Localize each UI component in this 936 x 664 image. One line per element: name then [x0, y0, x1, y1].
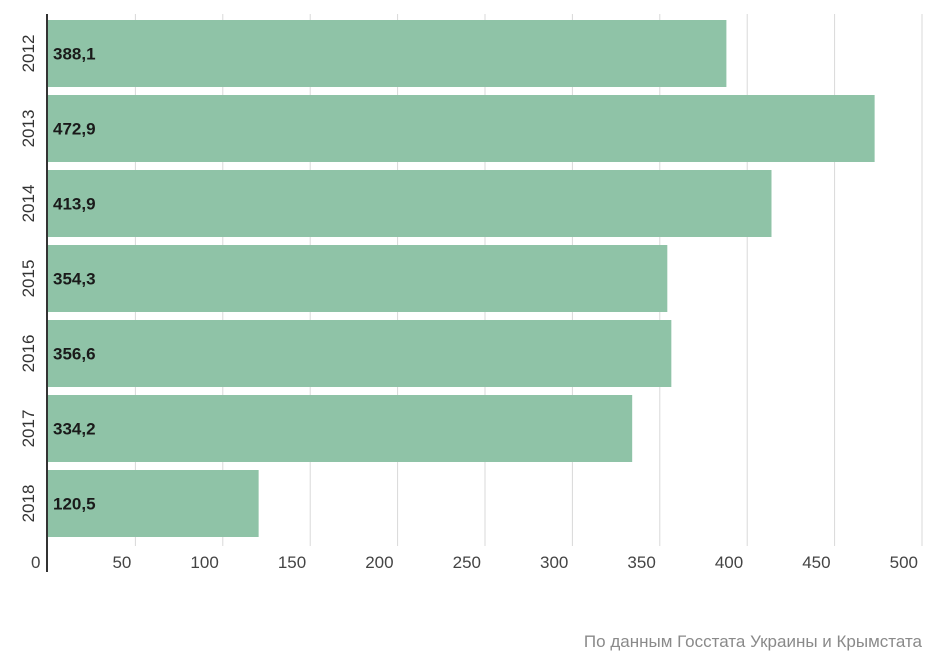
bar: [48, 395, 633, 462]
category-label: 2013: [19, 110, 38, 148]
category-label: 2012: [19, 35, 38, 73]
x-tick-label: 200: [365, 553, 393, 572]
x-tick-label: 0: [31, 553, 40, 572]
bar-value-label: 120,5: [53, 495, 96, 514]
category-labels: 2012 2013 2014 2015 2016 2017 2018: [19, 35, 38, 523]
x-tick-label: 400: [715, 553, 743, 572]
x-tick-label: 350: [627, 553, 655, 572]
bar-value-label: 356,6: [53, 345, 96, 364]
bar: [48, 245, 668, 312]
bar: [48, 95, 875, 162]
x-tick-label: 500: [890, 553, 918, 572]
bar-value-label: 472,9: [53, 120, 96, 139]
source-note: По данным Госстата Украины и Крымстата: [583, 632, 922, 651]
x-tick-label: 150: [278, 553, 306, 572]
x-tick-label: 250: [453, 553, 481, 572]
x-tick-label: 450: [802, 553, 830, 572]
category-label: 2014: [19, 185, 38, 223]
bar: [48, 320, 672, 387]
category-label: 2015: [19, 260, 38, 298]
bar-value-label: 334,2: [53, 420, 96, 439]
bar: [48, 20, 727, 87]
bar: [48, 170, 772, 237]
category-label: 2017: [19, 410, 38, 448]
x-tick-label: 300: [540, 553, 568, 572]
value-labels: 388,1 472,9 413,9 354,3 356,6 334,2 120,5: [53, 45, 96, 514]
bar-value-label: 413,9: [53, 195, 96, 214]
bar: [48, 470, 259, 537]
x-tick-label: 50: [112, 553, 131, 572]
bar-value-label: 354,3: [53, 270, 96, 289]
x-tick-labels: 0 50 100 150 200 250 300 350 400 450 500: [31, 553, 918, 572]
x-tick-label: 100: [190, 553, 218, 572]
category-label: 2018: [19, 485, 38, 523]
bar-value-label: 388,1: [53, 45, 96, 64]
category-label: 2016: [19, 335, 38, 373]
bars: [48, 20, 875, 537]
